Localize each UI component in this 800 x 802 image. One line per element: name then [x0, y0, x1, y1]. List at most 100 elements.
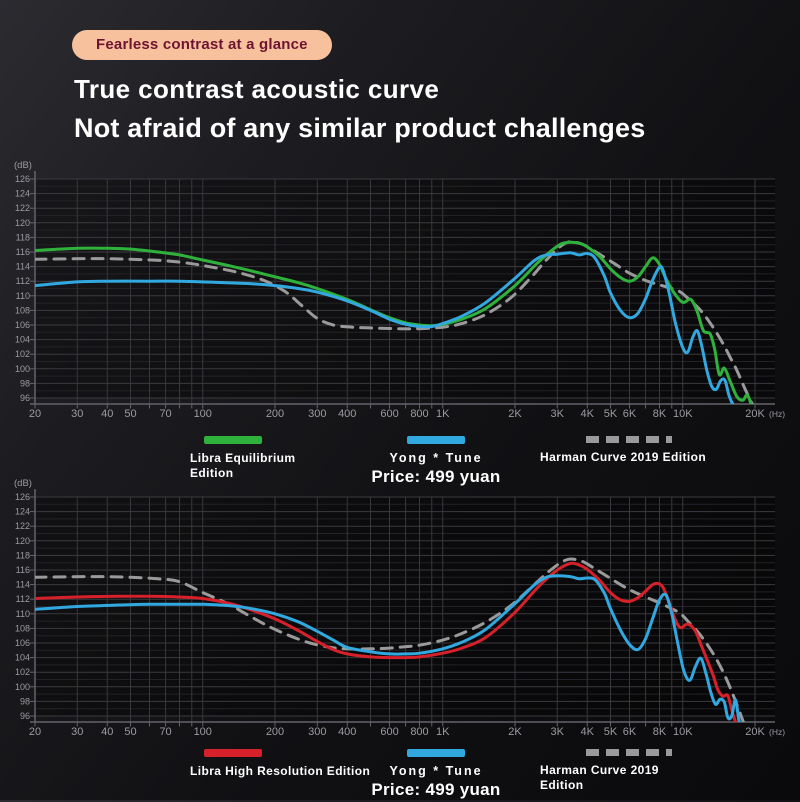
svg-text:6K: 6K — [623, 726, 637, 738]
legend-item-harman-curve-2019-edition: Harman Curve 2019 Edition — [540, 746, 785, 793]
svg-text:96: 96 — [20, 711, 30, 721]
legend-item-libra-equilibrium-edition: Libra Equilibrium Edition — [190, 433, 380, 481]
svg-text:106: 106 — [15, 320, 30, 330]
y-axis-unit-label: (dB) — [14, 478, 32, 489]
green-line-swatch — [204, 436, 262, 444]
legend-label: Libra Equilibrium Edition — [190, 451, 296, 480]
svg-text:50: 50 — [124, 726, 136, 738]
svg-text:2K: 2K — [508, 408, 522, 420]
svg-text:102: 102 — [15, 667, 30, 677]
dashed-line-swatch — [586, 749, 672, 756]
badge-fearless-contrast: Fearless contrast at a glance — [72, 30, 332, 60]
svg-text:600: 600 — [380, 408, 398, 420]
svg-text:40: 40 — [101, 408, 113, 420]
blue-line-swatch — [407, 749, 465, 757]
svg-text:50: 50 — [124, 408, 136, 420]
bottom-chart-legend: Libra High Resolution Edition Yong * Tune… — [0, 746, 800, 802]
svg-text:1K: 1K — [436, 726, 450, 738]
svg-text:116: 116 — [16, 247, 30, 257]
svg-text:400: 400 — [338, 726, 356, 738]
svg-text:5K: 5K — [604, 726, 618, 738]
svg-text:30: 30 — [71, 408, 83, 420]
svg-text:124: 124 — [15, 507, 30, 517]
axes — [30, 489, 775, 727]
axis-labels: 96 98 100 102 104 106 108 110 112 114 116 118 120 122… — [14, 160, 785, 420]
curve-harman-curve-2019-edition — [35, 240, 754, 404]
legend-label: Yong * Tune — [389, 764, 483, 778]
bottom-frequency-response-chart: 96 98 100 102 104 106 108 110 112 114 116 118 120 122… — [0, 473, 800, 743]
svg-text:122: 122 — [15, 203, 30, 213]
price-label: Price: 499 yuan — [371, 780, 501, 799]
svg-text:300: 300 — [308, 408, 326, 420]
curve-yong-tune — [35, 251, 735, 404]
curves — [35, 557, 745, 722]
svg-text:70: 70 — [159, 408, 171, 420]
svg-text:98: 98 — [20, 378, 30, 388]
svg-text:8K: 8K — [653, 726, 667, 738]
svg-text:114: 114 — [16, 580, 30, 590]
axes — [30, 171, 775, 409]
svg-text:300: 300 — [308, 726, 326, 738]
svg-text:800: 800 — [410, 726, 428, 738]
svg-text:120: 120 — [15, 536, 30, 546]
svg-text:30: 30 — [71, 726, 83, 738]
legend-item-yong-tune: Yong * Tune Price: 499 yuan — [368, 746, 504, 800]
svg-text:10K: 10K — [673, 408, 693, 420]
top-frequency-response-chart: 96 98 100 102 104 106 108 110 112 114 116 118 120 122… — [0, 155, 800, 425]
svg-text:6K: 6K — [623, 408, 637, 420]
price-label: Price: 499 yuan — [371, 467, 501, 486]
red-line-swatch — [204, 749, 262, 757]
curve-yong-tune — [35, 574, 741, 722]
svg-text:70: 70 — [159, 726, 171, 738]
svg-text:116: 116 — [16, 565, 30, 575]
blue-line-swatch — [407, 436, 465, 444]
chart-svg: 96 98 100 102 104 106 108 110 112 114 116 118 120 122… — [14, 478, 785, 738]
svg-text:4K: 4K — [581, 726, 595, 738]
legend-item-harman-curve-2019-edition: Harman Curve 2019 Edition — [540, 433, 785, 465]
svg-text:118: 118 — [16, 232, 30, 242]
svg-text:104: 104 — [15, 335, 30, 345]
svg-text:20K: 20K — [745, 726, 765, 738]
svg-text:126: 126 — [15, 174, 30, 184]
svg-text:100: 100 — [194, 408, 212, 420]
svg-text:114: 114 — [16, 262, 30, 272]
svg-text:102: 102 — [15, 349, 30, 359]
svg-text:110: 110 — [16, 291, 30, 301]
chart-svg: 96 98 100 102 104 106 108 110 112 114 116 118 120 122… — [14, 160, 785, 420]
svg-text:3K: 3K — [551, 726, 565, 738]
page-title: True contrast acoustic curve — [74, 74, 440, 104]
svg-text:100: 100 — [194, 726, 212, 738]
svg-text:4K: 4K — [581, 408, 595, 420]
svg-text:106: 106 — [15, 638, 30, 648]
svg-text:108: 108 — [15, 305, 30, 315]
curve-libra-high-resolution-edition — [35, 561, 738, 722]
svg-text:5K: 5K — [604, 408, 618, 420]
svg-text:104: 104 — [15, 653, 30, 663]
svg-text:800: 800 — [410, 408, 428, 420]
x-axis-unit-label: (Hz) — [769, 727, 785, 737]
page-subtitle: Not afraid of any similar product challe… — [74, 113, 646, 143]
legend-item-libra-high-resolution-edition: Libra High Resolution Edition — [190, 746, 380, 779]
svg-text:96: 96 — [20, 393, 30, 403]
svg-text:200: 200 — [266, 408, 284, 420]
top-chart-legend: Libra Equilibrium Edition Yong * Tune Price… — [0, 433, 800, 489]
axis-labels: 96 98 100 102 104 106 108 110 112 114 116 118 120 122… — [14, 478, 785, 738]
svg-text:112: 112 — [16, 594, 30, 604]
dashed-line-swatch — [586, 436, 672, 443]
svg-text:122: 122 — [15, 521, 30, 531]
svg-text:112: 112 — [16, 276, 30, 286]
svg-text:100: 100 — [15, 364, 30, 374]
svg-text:2K: 2K — [508, 726, 522, 738]
curve-libra-equilibrium-edition — [35, 240, 753, 404]
svg-text:400: 400 — [338, 408, 356, 420]
svg-text:40: 40 — [101, 726, 113, 738]
legend-label: Yong * Tune — [389, 451, 483, 465]
legend-label: Harman Curve 2019 Edition — [540, 763, 659, 792]
svg-text:600: 600 — [380, 726, 398, 738]
curves — [35, 240, 754, 404]
svg-text:10K: 10K — [673, 726, 693, 738]
svg-text:3K: 3K — [551, 408, 565, 420]
svg-text:126: 126 — [15, 492, 30, 502]
legend-label: Libra High Resolution Edition — [190, 764, 371, 778]
